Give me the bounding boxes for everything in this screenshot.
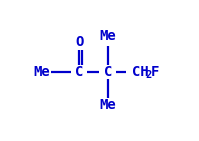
Text: CH: CH: [132, 65, 149, 79]
Text: Me: Me: [100, 98, 116, 113]
Text: F: F: [151, 65, 160, 79]
Text: 2: 2: [146, 70, 152, 80]
Text: Me: Me: [34, 65, 50, 79]
Text: O: O: [75, 35, 83, 49]
Text: C: C: [75, 65, 83, 79]
Text: C: C: [104, 65, 112, 79]
Text: Me: Me: [100, 29, 116, 43]
